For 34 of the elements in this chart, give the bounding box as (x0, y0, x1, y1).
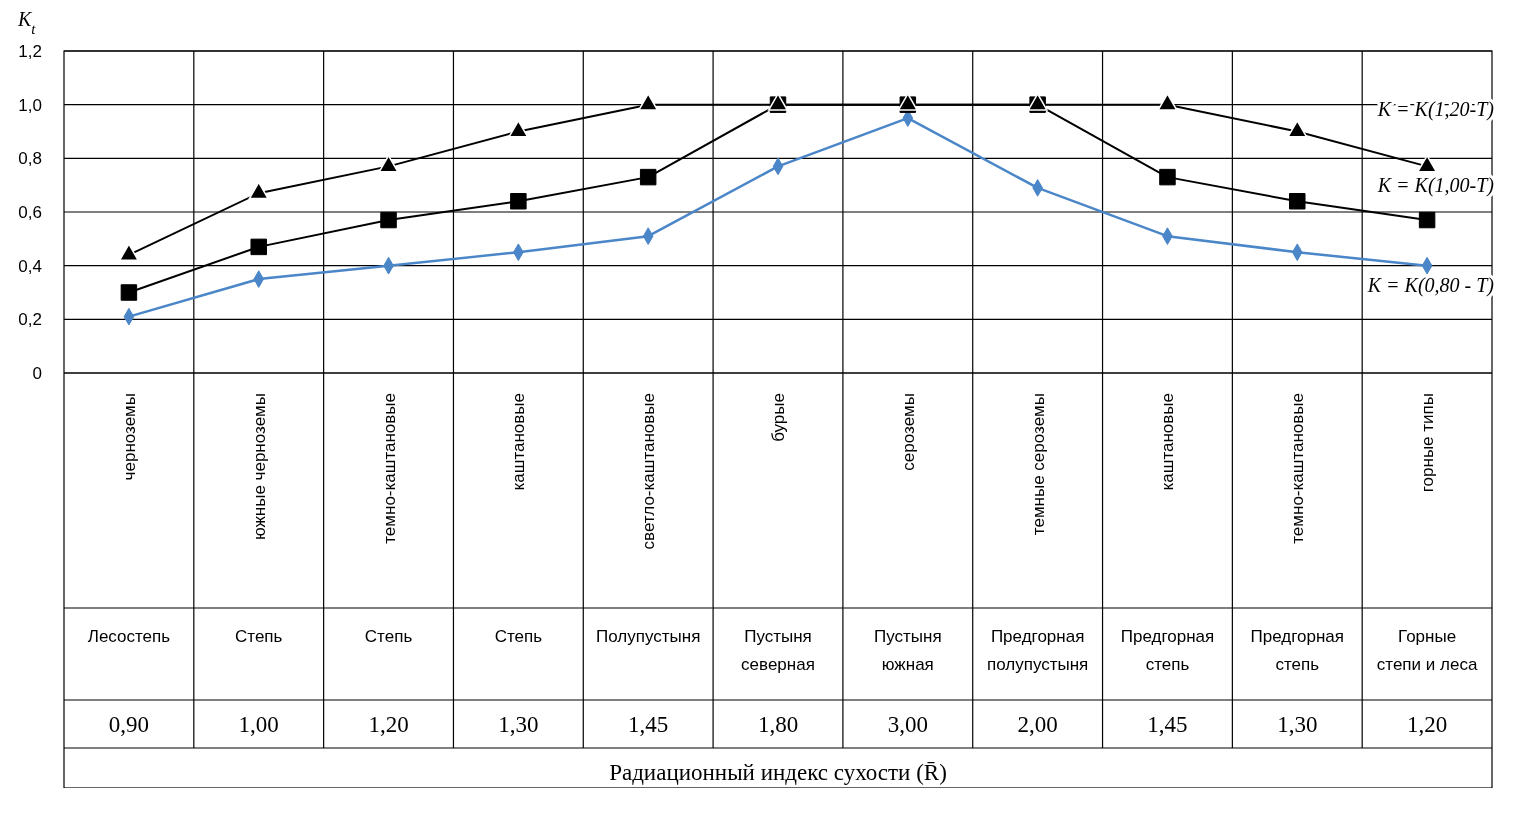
category-label: сероземы Пустыня южная 3,00 (874, 393, 942, 737)
point (1287, 120, 1308, 138)
y-tick-label: 0 (32, 363, 42, 383)
category-label: каштановые Предгорная степь 1,45 (1120, 393, 1215, 737)
point (1159, 168, 1176, 186)
point (1289, 193, 1306, 210)
category-label: светло-каштановые Полупустыня 1,45 (596, 393, 701, 737)
point (250, 238, 267, 256)
point (510, 193, 527, 210)
y-tick-label: 1,2 (18, 41, 42, 61)
text: Радиационный индекс сухости (R̄) (609, 760, 947, 785)
point (508, 120, 529, 138)
y-axis-title: K$_{t}$ (17, 8, 37, 37)
category-label: южные черноземы Степь 1,00 (235, 393, 283, 737)
point (638, 93, 659, 111)
category-label: горные типы Горные степи и леса 1,20 (1376, 393, 1478, 737)
point (378, 154, 399, 173)
point (1157, 93, 1178, 111)
point (1418, 211, 1436, 229)
category-label: темные сероземы Предгорная полупустыня 2,00 (986, 393, 1089, 737)
y-tick-label: 0,4 (18, 256, 42, 276)
y-tick-label: 0,8 (18, 149, 42, 169)
point (639, 168, 657, 186)
point (120, 284, 138, 301)
y-tick-label: 1,0 (18, 95, 42, 115)
category-label: темно-каштановые Степь 1,20 (364, 393, 413, 737)
category-label: каштановые Степь 1,30 (494, 393, 543, 737)
category-label: черноземы Лесостепь 0,90 (87, 393, 171, 737)
point (380, 211, 397, 229)
category-label: бурые Пустыня северная 1,80 (741, 393, 815, 737)
category-label: темно-каштановые Предгорная степь 1,30 (1250, 393, 1345, 737)
point (1417, 154, 1438, 173)
y-tick-label: 0,2 (18, 310, 42, 330)
y-tick-label: 0,6 (18, 202, 42, 222)
